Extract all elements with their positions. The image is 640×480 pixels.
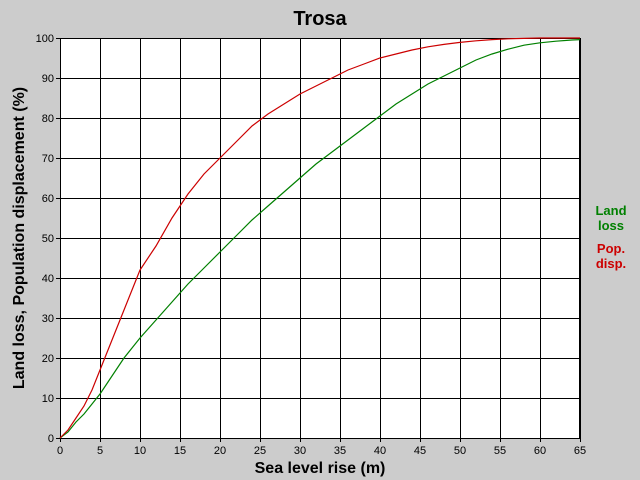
x-tick-label: 60: [534, 445, 546, 457]
y-axis-label: Land loss, Population displacement (%): [11, 87, 28, 389]
x-axis-label: Sea level rise (m): [255, 460, 386, 477]
x-tick-label: 65: [574, 445, 586, 457]
x-tick-label: 55: [494, 445, 506, 457]
legend-label: loss: [598, 218, 624, 233]
y-tick-label: 30: [42, 313, 54, 325]
x-tick-label: 0: [57, 445, 63, 457]
x-tick-label: 30: [294, 445, 306, 457]
y-tick-label: 0: [48, 433, 54, 445]
legend-label: Land: [595, 203, 626, 218]
y-tick-label: 50: [42, 233, 54, 245]
y-tick-label: 40: [42, 273, 54, 285]
x-tick-label: 35: [334, 445, 346, 457]
y-tick-label: 20: [42, 353, 54, 365]
x-tick-label: 10: [134, 445, 146, 457]
x-tick-label: 20: [214, 445, 226, 457]
plot-border: [60, 38, 580, 439]
chart-title: Trosa: [293, 8, 347, 30]
x-tick-label: 45: [414, 445, 426, 457]
series-line-1: [59, 37, 580, 439]
x-tick-label: 40: [374, 445, 386, 457]
x-tick-label: 25: [254, 445, 266, 457]
x-tick-label: 5: [97, 445, 103, 457]
y-tick-label: 70: [42, 153, 54, 165]
x-tick-label: 50: [454, 445, 466, 457]
y-tick-label: 10: [42, 393, 54, 405]
axes: 0 5 10 15 20 25 30 35 40 45 50 55 60 65 0 10 20 30 40 50 60 7…: [36, 33, 586, 457]
y-tick-label: 60: [42, 193, 54, 205]
series-line-0: [59, 39, 581, 439]
x-tick-label: 15: [174, 445, 186, 457]
y-tick-label: 90: [42, 73, 54, 85]
legend-label: Pop.: [597, 241, 625, 256]
series-lines: [59, 37, 581, 439]
legend-label: disp.: [596, 256, 626, 271]
y-tick-label: 80: [42, 113, 54, 125]
y-tick-label: 100: [36, 33, 54, 45]
